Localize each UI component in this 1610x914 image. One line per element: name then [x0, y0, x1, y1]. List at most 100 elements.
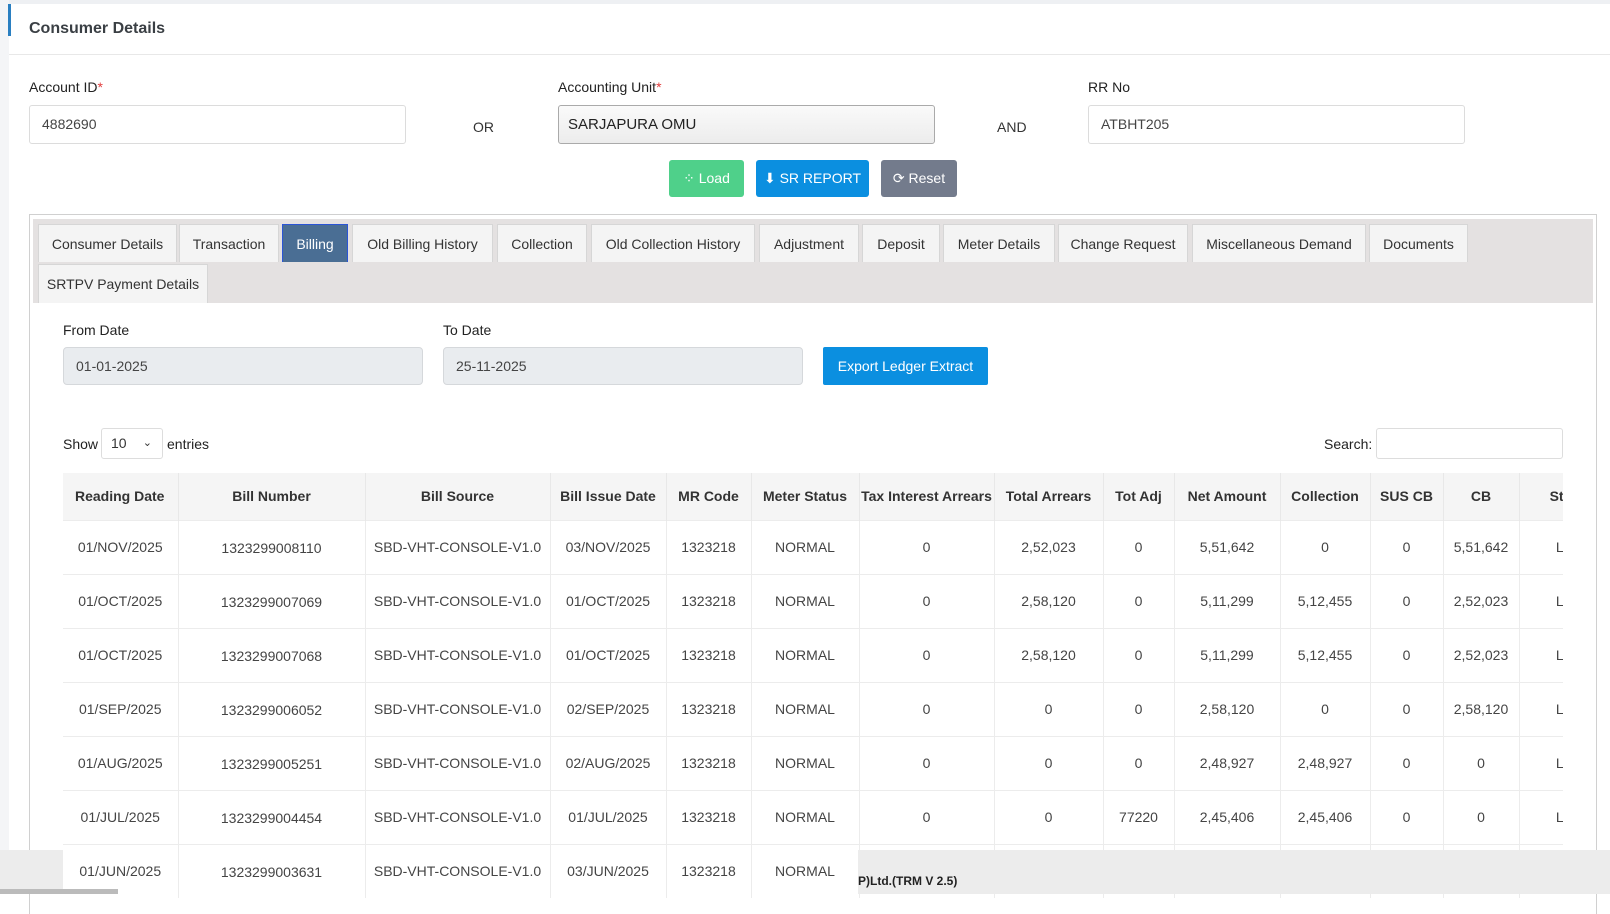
column-header[interactable]: MR Code — [666, 473, 752, 520]
tab-meter-details[interactable]: Meter Details — [943, 224, 1055, 262]
table-cell: LIVE — [1519, 735, 1563, 790]
table-cell: NORMAL — [751, 573, 860, 628]
column-header[interactable]: Meter Status — [751, 473, 860, 520]
table-header: Reading Date Bill Number Bill Source Bill I… — [63, 473, 1563, 520]
footer: P)Ltd.(TRM V 2.5) — [858, 850, 1610, 894]
table-cell: 1323218 — [666, 789, 752, 844]
table-cell: 01/JUN/2025 — [63, 843, 179, 898]
account-id-input[interactable]: 4882690 — [29, 105, 406, 144]
tab-documents[interactable]: Documents — [1369, 224, 1468, 262]
chevron-down-icon: ⌄ — [142, 437, 152, 449]
table-cell: 2,58,120 — [1174, 681, 1281, 736]
column-header[interactable]: Bill Source — [365, 473, 551, 520]
table-cell: 0 — [1370, 519, 1444, 574]
table-cell: 0 — [1370, 735, 1444, 790]
table-cell: 2,48,927 — [1280, 735, 1371, 790]
footer-text: P)Ltd.(TRM V 2.5) — [858, 874, 958, 888]
to-date-input[interactable]: 25-11-2025 — [443, 347, 803, 385]
table-cell: SBD-VHT-CONSOLE-V1.0 — [365, 573, 551, 628]
column-header[interactable]: SUS CB — [1370, 473, 1444, 520]
sr-report-button[interactable]: ⬇ SR REPORT — [756, 160, 869, 197]
table-cell: 0 — [1370, 789, 1444, 844]
tab-old-billing-history[interactable]: Old Billing History — [352, 224, 493, 262]
load-button[interactable]: ⁘ Load — [669, 160, 744, 197]
billing-table: Reading Date Bill Number Bill Source Bill I… — [63, 473, 1563, 903]
table-cell: 0 — [859, 573, 995, 628]
table-cell: 2,45,406 — [1174, 789, 1281, 844]
table-cell: 0 — [1103, 681, 1175, 736]
table-cell: 2,58,120 — [994, 573, 1104, 628]
table-cell: 2,45,406 — [1280, 789, 1371, 844]
footer-left — [0, 850, 63, 894]
table-row: 01/OCT/2025 1323299007068 SBD-VHT-CONSOLE-… — [63, 627, 1563, 682]
table-cell: NORMAL — [751, 735, 860, 790]
page-title: Consumer Details — [29, 20, 166, 37]
refresh-icon: ⟳ — [892, 170, 909, 186]
table-cell: 01/OCT/2025 — [63, 627, 179, 682]
table-cell: LIVE — [1519, 681, 1563, 736]
table-cell: NORMAL — [751, 789, 860, 844]
entries-select[interactable]: 10 ⌄ — [101, 428, 163, 459]
table-cell: SBD-VHT-CONSOLE-V1.0 — [365, 627, 551, 682]
table-cell: 1323218 — [666, 735, 752, 790]
tab-change-request[interactable]: Change Request — [1058, 224, 1188, 262]
export-ledger-extract-button[interactable]: Export Ledger Extract — [823, 347, 988, 385]
tab-billing[interactable]: Billing — [282, 224, 348, 262]
accounting-unit-select[interactable]: SARJAPURA OMU — [558, 105, 935, 144]
table-cell: 01/JUL/2025 — [63, 789, 179, 844]
table-cell: 1323299003631 — [178, 843, 366, 898]
tab-old-collection-history[interactable]: Old Collection History — [591, 224, 755, 262]
table-cell: 01/NOV/2025 — [63, 519, 179, 574]
column-header[interactable]: Bill Number — [178, 473, 366, 520]
horizontal-scrollbar[interactable] — [0, 889, 118, 894]
column-header[interactable]: Collection — [1280, 473, 1371, 520]
column-header[interactable]: Tot Adj — [1103, 473, 1175, 520]
reset-button[interactable]: ⟳ Reset — [881, 160, 957, 197]
table-cell: LIVE — [1519, 573, 1563, 628]
column-header[interactable]: Status — [1519, 473, 1563, 520]
table-cell: 2,52,023 — [1443, 573, 1520, 628]
table-cell: 01/OCT/2025 — [550, 573, 667, 628]
tab-srtpv-payment-details[interactable]: SRTPV Payment Details — [38, 264, 208, 303]
table-cell: 03/JUN/2025 — [550, 843, 667, 898]
table-cell: 5,51,642 — [1443, 519, 1520, 574]
table-cell: 0 — [1370, 681, 1444, 736]
table-cell: SBD-VHT-CONSOLE-V1.0 — [365, 843, 551, 898]
table-cell: 1323299005251 — [178, 735, 366, 790]
table-cell: 0 — [859, 735, 995, 790]
table-cell: 0 — [1280, 681, 1371, 736]
table-cell: SBD-VHT-CONSOLE-V1.0 — [365, 519, 551, 574]
tab-transaction[interactable]: Transaction — [179, 224, 279, 262]
tab-consumer-details[interactable]: Consumer Details — [38, 224, 177, 262]
column-header[interactable]: Tax Interest Arrears — [859, 473, 995, 520]
from-date-label: From Date — [63, 322, 130, 338]
table-cell: NORMAL — [751, 681, 860, 736]
tab-miscellaneous-demand[interactable]: Miscellaneous Demand — [1192, 224, 1366, 262]
rr-no-input[interactable]: ATBHT205 — [1088, 105, 1465, 144]
table-cell: 1323299008110 — [178, 519, 366, 574]
column-header[interactable]: Total Arrears — [994, 473, 1104, 520]
table-cell: SBD-VHT-CONSOLE-V1.0 — [365, 735, 551, 790]
tab-collection[interactable]: Collection — [497, 224, 587, 262]
column-header[interactable]: Net Amount — [1174, 473, 1281, 520]
table-cell: 2,58,120 — [994, 627, 1104, 682]
table-cell: 0 — [1103, 735, 1175, 790]
table-cell: SBD-VHT-CONSOLE-V1.0 — [365, 681, 551, 736]
and-label: AND — [997, 119, 1027, 135]
table-cell: 0 — [1103, 627, 1175, 682]
tab-deposit[interactable]: Deposit — [862, 224, 940, 262]
table-cell: 5,12,455 — [1280, 573, 1371, 628]
table-cell: 1323299004454 — [178, 789, 366, 844]
table-cell: 5,12,455 — [1280, 627, 1371, 682]
table-cell: 0 — [994, 681, 1104, 736]
from-date-input[interactable]: 01-01-2025 — [63, 347, 423, 385]
column-header[interactable]: Reading Date — [63, 473, 179, 520]
search-input[interactable] — [1376, 428, 1563, 459]
table-cell: 0 — [859, 627, 995, 682]
table-cell: 5,11,299 — [1174, 627, 1281, 682]
tab-adjustment[interactable]: Adjustment — [759, 224, 859, 262]
column-header[interactable]: CB — [1443, 473, 1520, 520]
column-header[interactable]: Bill Issue Date — [550, 473, 667, 520]
accounting-unit-label: Accounting Unit* — [558, 79, 662, 95]
table-cell: 2,48,927 — [1174, 735, 1281, 790]
